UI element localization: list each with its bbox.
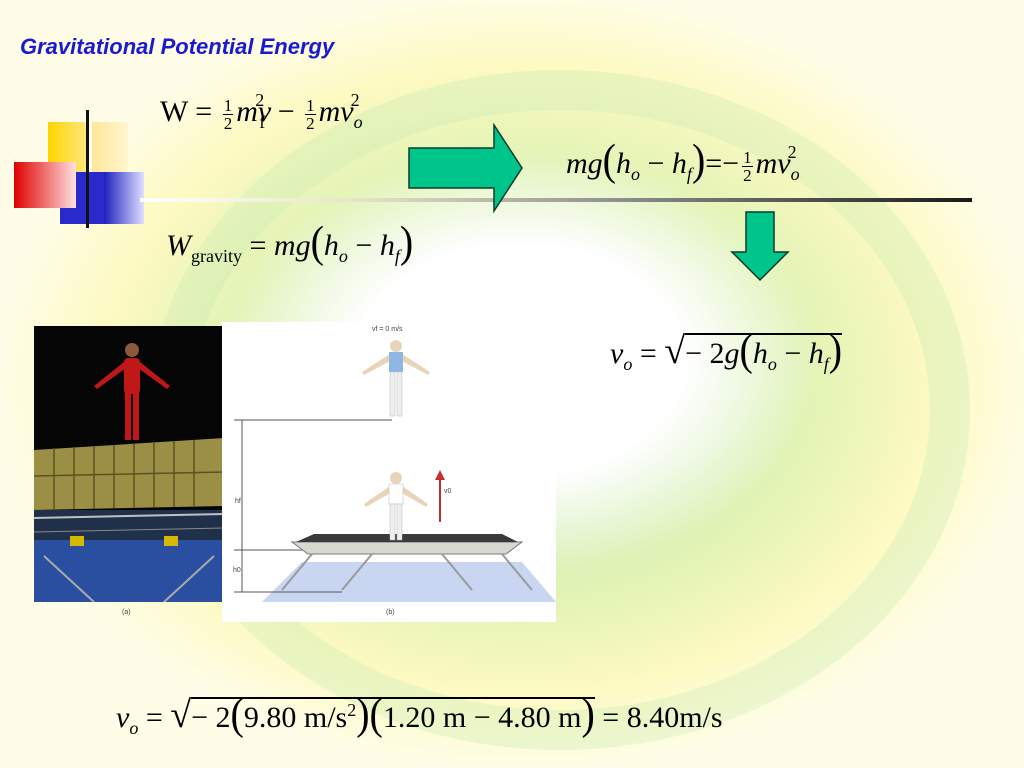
trampoline-diagram [222,322,556,622]
slide-title: Gravitational Potential Energy [20,34,335,59]
horizontal-divider [140,198,972,202]
gravity-work-equation: Wgravity = mg(ho − hf) [166,216,414,267]
initial-height-label: h0 [233,567,241,574]
right-arrow-icon [408,122,523,214]
energy-equation: mg(ho − hf)=− 1 2 mvo2 [566,134,800,185]
initial-velocity-label: v0 [444,488,452,495]
caption-b: (b) [386,609,395,616]
down-arrow-icon [730,211,790,282]
numeric-solution-equation: vo = √− 2(9.80 m/s2)(1.20 m − 4.80 m) = … [116,688,723,739]
work-energy-equation: W = 1 2 mvf2 − 1 2 mvo2 [160,90,363,133]
decorative-squares [14,110,144,228]
caption-a: (a) [122,609,131,616]
final-velocity-label: vf = 0 m/s [372,326,403,333]
initial-velocity-equation: vo = √− 2g(ho − hf) [610,324,843,375]
final-height-label: hf [235,498,241,505]
gymnast-photo [34,326,224,602]
